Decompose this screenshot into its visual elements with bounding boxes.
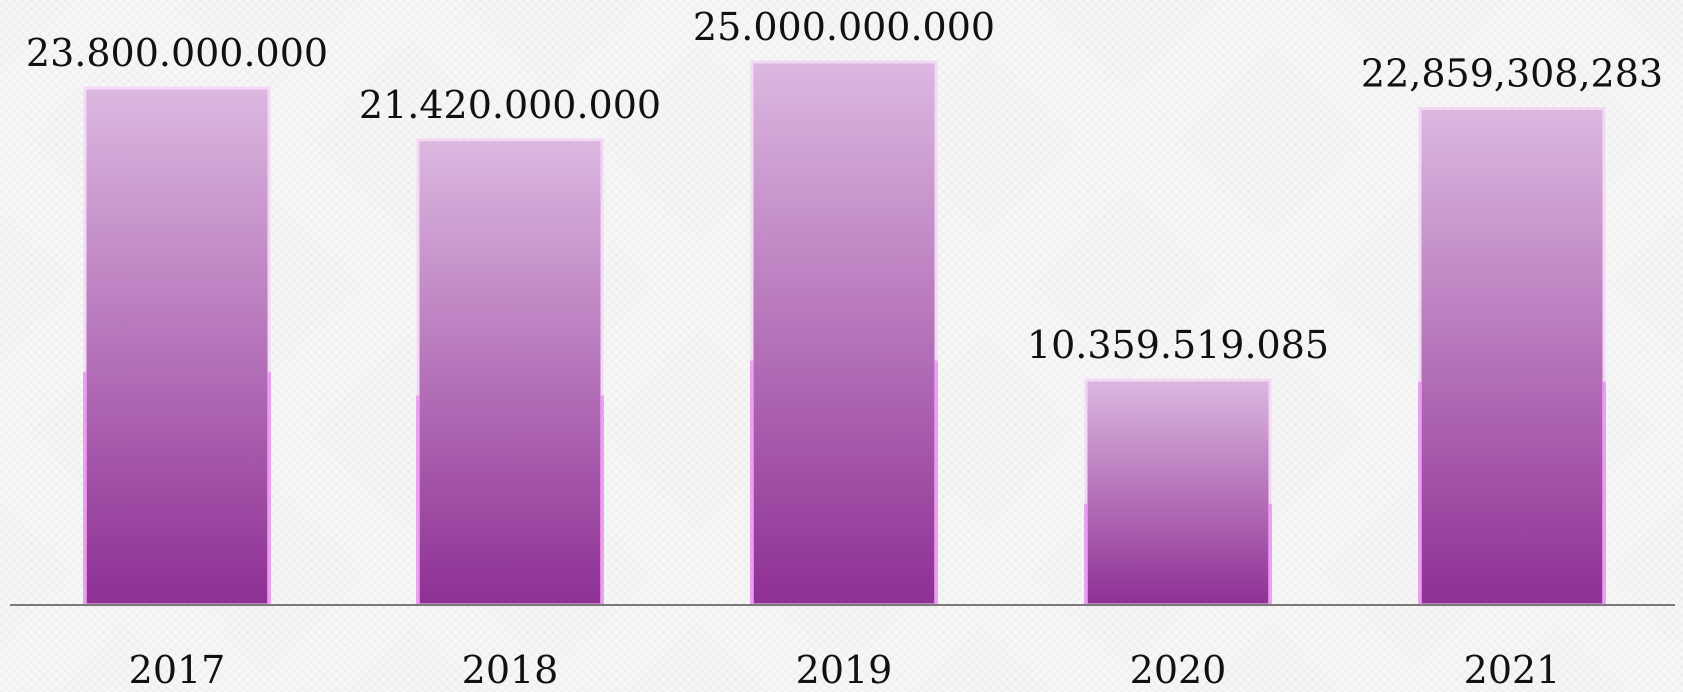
bar-rect-2020 — [1084, 378, 1272, 607]
bar-rect-2017 — [83, 86, 271, 607]
bar-edge-2020-right — [1268, 503, 1272, 605]
bar-rect-2021 — [1418, 106, 1606, 607]
value-label-2021: 22,859,308,283 — [1361, 51, 1663, 95]
bar-edge-2019-right — [934, 360, 938, 605]
x-tick-label-2017: 2017 — [129, 648, 226, 692]
value-label-2019: 25.000.000.000 — [693, 5, 995, 49]
bar-edge-2018-right — [600, 395, 604, 605]
bar-edge-2018-left — [416, 395, 420, 605]
x-tick-label-2021: 2021 — [1464, 648, 1561, 692]
bar-2021 — [1418, 106, 1606, 607]
bar-rect-2019 — [750, 60, 938, 607]
x-tick-label-2019: 2019 — [796, 648, 893, 692]
bar-edge-2021-right — [1602, 381, 1606, 605]
x-tick-label-2018: 2018 — [462, 648, 559, 692]
value-label-2018: 21.420.000.000 — [359, 83, 661, 127]
bar-2019 — [750, 60, 938, 607]
bar-edge-2017-left — [83, 372, 87, 605]
bar-2020 — [1084, 378, 1272, 607]
bar-rect-2018 — [416, 138, 604, 607]
x-tick-label-2020: 2020 — [1130, 648, 1227, 692]
value-label-2020: 10.359.519.085 — [1027, 323, 1329, 367]
bar-edge-2019-left — [750, 360, 754, 605]
value-label-2017: 23.800.000.000 — [26, 31, 328, 75]
bar-2017 — [83, 86, 271, 607]
bar-edge-2020-left — [1084, 503, 1088, 605]
bar-edge-2017-right — [267, 372, 271, 605]
bar-2018 — [416, 138, 604, 607]
bar-edge-2021-left — [1418, 381, 1422, 605]
